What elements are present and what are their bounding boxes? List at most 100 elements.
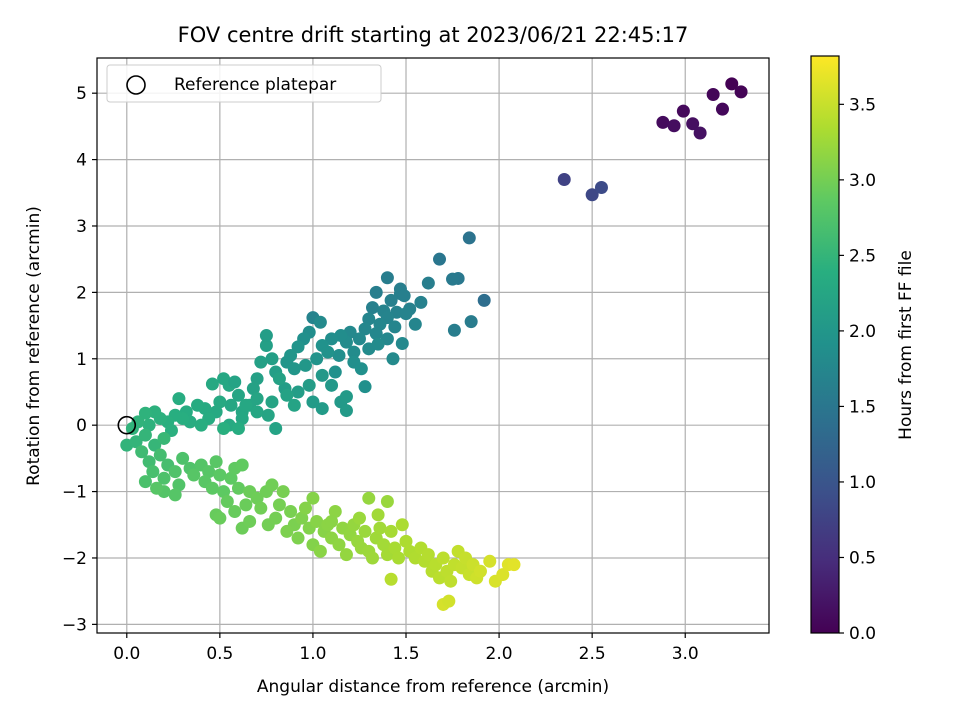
scatter-point (291, 531, 305, 545)
y-tick-label: −3 (62, 615, 87, 635)
scatter-point (138, 406, 152, 420)
scatter-point (213, 511, 227, 525)
colorbar-label: Hours from first FF file (896, 250, 916, 440)
scatter-point (302, 378, 316, 392)
scatter-point (239, 398, 253, 412)
scatter-point (339, 390, 353, 404)
scatter-point (388, 320, 402, 334)
scatter-point (291, 340, 305, 354)
scatter-point (328, 504, 342, 518)
scatter-point (261, 408, 275, 422)
scatter-point (496, 568, 510, 582)
scatter-point (280, 524, 294, 538)
scatter-point (507, 558, 521, 572)
scatter-point (473, 564, 487, 578)
scatter-point (477, 293, 491, 307)
colorbar-tick-label: 2.5 (849, 246, 876, 266)
scatter-point (354, 362, 368, 376)
scatter-point (725, 77, 739, 91)
scatter-point (377, 538, 391, 552)
scatter-point (150, 481, 164, 495)
y-tick-label: 3 (76, 217, 87, 237)
grid-lines (97, 58, 769, 633)
scatter-point (395, 337, 409, 351)
scatter-point (462, 231, 476, 245)
scatter-point (157, 471, 171, 485)
scatter-point (362, 491, 376, 505)
scatter-point (287, 362, 301, 376)
scatter-point (168, 488, 182, 502)
legend-box (106, 64, 382, 103)
scatter-point (325, 514, 339, 528)
x-tick-label: 3.0 (672, 644, 699, 664)
reference-platepar-marker (117, 415, 137, 435)
scatter-point (272, 372, 286, 386)
scatter-point (280, 388, 294, 402)
y-tick-label: 2 (76, 283, 87, 303)
scatter-point (172, 478, 186, 492)
scatter-point (313, 544, 327, 558)
scatter-point (298, 501, 312, 515)
scatter-point (235, 458, 249, 472)
scatter-point (231, 388, 245, 402)
scatter-point (447, 323, 461, 337)
scatter-point (483, 554, 497, 568)
scatter-point (332, 348, 346, 362)
scatter-point (191, 398, 205, 412)
scatter-point (358, 322, 372, 336)
scatter-point (380, 495, 394, 509)
scatter-point (352, 511, 366, 525)
scatter-point (734, 85, 748, 99)
scatter-point (715, 102, 729, 116)
scatter-point (235, 412, 249, 426)
scatter-point (209, 455, 223, 469)
scatter-point (142, 455, 156, 469)
scatter-point (399, 307, 413, 321)
scatter-point (421, 548, 435, 562)
x-axis-ticks: 0.0 0.5 1.0 1.5 2.0 2.5 3.0 (113, 633, 699, 664)
scatter-point (269, 421, 283, 435)
scatter-point (265, 478, 279, 492)
scatter-point (291, 385, 305, 399)
scatter-point (205, 481, 219, 495)
scatter-point (325, 332, 339, 346)
scatter-point (369, 327, 383, 341)
x-tick-label: 1.5 (392, 644, 419, 664)
scatter-point (442, 594, 456, 608)
scatter-point (168, 465, 182, 479)
x-tick-label: 2.5 (579, 644, 606, 664)
scatter-point (172, 392, 186, 406)
colorbar-ticks: 0.0 0.5 1.0 1.5 2.0 2.5 3.0 3.5 (839, 95, 876, 644)
legend-entry-reference-platepar: Reference platepar (174, 75, 336, 95)
scatter-point (436, 551, 450, 565)
scatter-point (395, 518, 409, 532)
scatter-point (397, 289, 411, 303)
scatter-point (250, 372, 264, 386)
scatter-point (328, 365, 342, 379)
scatter-point (259, 339, 273, 352)
scatter-point (414, 295, 428, 309)
scatter-point (217, 372, 231, 386)
scatter-point (408, 317, 422, 331)
scatter-point (298, 358, 312, 372)
scatter-point (295, 511, 309, 525)
scatter-point (421, 276, 435, 290)
scatter-point (399, 534, 413, 548)
scatter-point (202, 465, 216, 479)
scatter-point (259, 329, 273, 343)
scatter-point (157, 431, 171, 445)
scatter-point (306, 491, 320, 505)
scatter-point (310, 514, 324, 528)
colorbar: 0.0 0.5 1.0 1.5 2.0 2.5 3.0 3.5 Hours from firs… (810, 55, 916, 644)
scatter-point (265, 352, 279, 366)
scatter-point (148, 438, 162, 452)
scatter-point (384, 524, 398, 538)
scatter-point (254, 355, 268, 369)
scatter-point (362, 312, 376, 326)
scatter-point (220, 495, 234, 509)
scatter-point (310, 352, 324, 366)
scatter-point (366, 551, 380, 565)
scatter-point (386, 352, 400, 366)
colorbar-tick-label: 2.0 (849, 322, 876, 342)
